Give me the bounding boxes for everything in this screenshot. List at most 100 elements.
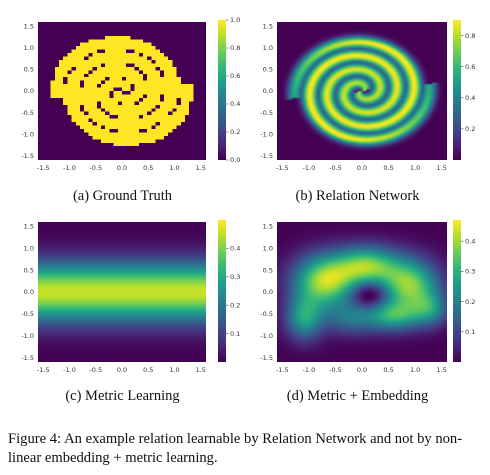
panel-d-xtick: -0.5 bbox=[329, 366, 342, 374]
panel-a-colorbar-tick: 0.8 bbox=[230, 44, 240, 52]
panel-a-ytick: -1.0 bbox=[21, 130, 34, 138]
panel-d-colorbar-ticks: 0.4 0.3 0.2 0.1 bbox=[461, 237, 475, 336]
panel-a-xtick: -0.5 bbox=[89, 164, 102, 172]
panel-c-plot: 1.5 1.0 0.5 0.0 -0.5 -1.0 -1.5 -1.5 -1.0 -0.5 0.0… bbox=[21, 220, 240, 374]
panel-c-colorbar-tick: 0.3 bbox=[230, 273, 240, 281]
panel-a-xticks: -1.5 -1.0 -0.5 0.0 0.5 1.0 1.5 bbox=[37, 164, 206, 172]
panel-d-xtick: 0.0 bbox=[357, 366, 367, 374]
panel-b-ytick: -1.5 bbox=[260, 152, 273, 160]
panel-a-colorbar-tick: 0.6 bbox=[230, 72, 240, 80]
panel-c-ytick: -0.5 bbox=[21, 310, 34, 318]
panel-b-xtick: -0.5 bbox=[329, 164, 342, 172]
panel-b-xtick: 1.5 bbox=[437, 164, 447, 172]
panel-c-colorbar-tick: 0.1 bbox=[230, 330, 240, 338]
panel-d-xtick: -1.5 bbox=[276, 366, 289, 374]
panel-d-ytick: -1.5 bbox=[260, 354, 273, 362]
panel-b-ytick: 0.0 bbox=[263, 87, 273, 95]
panel-c-xticks: -1.5 -1.0 -0.5 0.0 0.5 1.0 1.5 bbox=[37, 366, 206, 374]
panel-d: 1.5 1.0 0.5 0.0 -0.5 -1.0 -1.5 -1.5 -1.0 -0.5 0.0… bbox=[245, 208, 490, 408]
panel-d-xtick: 0.5 bbox=[383, 366, 393, 374]
panel-a-heatmap bbox=[38, 22, 206, 160]
panel-a: 1.5 1.0 0.5 0.0 -0.5 -1.0 -1.5 -1.5 -1.0 -0.5 0.0… bbox=[0, 0, 245, 215]
panel-d-ytick: 0.5 bbox=[263, 266, 273, 274]
panel-b-xtick: -1.0 bbox=[303, 164, 316, 172]
panel-b-xtick: 1.0 bbox=[410, 164, 420, 172]
panel-b-colorbar-tick: 0.4 bbox=[465, 94, 475, 102]
panel-c-xtick: 1.0 bbox=[169, 366, 179, 374]
panel-b-xtick: 0.5 bbox=[383, 164, 393, 172]
panel-a-yticks: 1.5 1.0 0.5 0.0 -0.5 -1.0 -1.5 bbox=[21, 23, 34, 160]
panel-a-colorbar bbox=[218, 20, 226, 160]
panel-c-colorbar-tick: 0.2 bbox=[230, 301, 240, 309]
panel-b-ytick: 1.0 bbox=[263, 44, 273, 52]
panel-d-colorbar-tick: 0.4 bbox=[465, 237, 475, 245]
panel-b-ytick: -1.0 bbox=[260, 130, 273, 138]
panel-c-ytick: 1.5 bbox=[24, 223, 34, 231]
panel-d-ytick: -0.5 bbox=[260, 310, 273, 318]
panel-b-ytick: -0.5 bbox=[260, 109, 273, 117]
panel-a-ytick: 1.0 bbox=[24, 44, 34, 52]
panel-a-xtick: -1.5 bbox=[37, 164, 50, 172]
panel-a-xtick: 1.0 bbox=[169, 164, 179, 172]
panel-b-xtick: -1.5 bbox=[276, 164, 289, 172]
panel-a-ytick: 0.0 bbox=[24, 87, 34, 95]
panel-d-xtick: 1.5 bbox=[437, 366, 447, 374]
panel-d-colorbar-tick: 0.3 bbox=[465, 268, 475, 276]
panel-d-ytick: 0.0 bbox=[263, 288, 273, 296]
panel-a-xtick: 0.5 bbox=[143, 164, 153, 172]
subcaption-d: (d) Metric + Embedding bbox=[286, 388, 429, 404]
panel-d-plot: 1.5 1.0 0.5 0.0 -0.5 -1.0 -1.5 -1.5 -1.0 -0.5 0.0… bbox=[260, 220, 475, 374]
panel-c-colorbar bbox=[218, 220, 226, 362]
panel-b-xtick: 0.0 bbox=[357, 164, 367, 172]
panel-b-colorbar-tick: 0.8 bbox=[465, 32, 475, 40]
panel-a-colorbar-tick: 0.2 bbox=[230, 128, 240, 136]
figure-caption-text: An example relation learnable by Relatio… bbox=[8, 431, 463, 466]
panel-d-xtick: -1.0 bbox=[303, 366, 316, 374]
panel-d-colorbar bbox=[453, 220, 461, 362]
panel-c-colorbar-tick: 0.4 bbox=[230, 245, 240, 253]
panel-a-ytick: 0.5 bbox=[24, 66, 34, 74]
panel-b-yticks: 1.5 1.0 0.5 0.0 -0.5 -1.0 -1.5 bbox=[260, 23, 273, 160]
panel-a-colorbar-tick: 0.4 bbox=[230, 100, 240, 108]
panel-d-yticks: 1.5 1.0 0.5 0.0 -0.5 -1.0 -1.5 bbox=[260, 223, 273, 362]
panel-c-xtick: -1.0 bbox=[63, 366, 76, 374]
panel-c-heatmap bbox=[38, 222, 206, 362]
panel-b-heatmap bbox=[277, 22, 447, 160]
panel-a-ytick: -0.5 bbox=[21, 109, 34, 117]
panel-a-xtick: -1.0 bbox=[63, 164, 76, 172]
panel-a-xtick: 0.0 bbox=[117, 164, 127, 172]
panel-d-ytick: -1.0 bbox=[260, 332, 273, 340]
panel-c-xtick: -0.5 bbox=[89, 366, 102, 374]
panel-a-xtick: 1.5 bbox=[196, 164, 206, 172]
panel-a-ytick: 1.5 bbox=[24, 23, 34, 31]
panel-a-ytick: -1.5 bbox=[21, 152, 34, 160]
panel-d-xtick: 1.0 bbox=[410, 366, 420, 374]
panel-d-colorbar-tick: 0.2 bbox=[465, 298, 475, 306]
panel-c-ytick: 1.0 bbox=[24, 244, 34, 252]
panel-b-plot: 1.5 1.0 0.5 0.0 -0.5 -1.0 -1.5 -1.5 -1.0 -0.5 0.0… bbox=[260, 20, 475, 172]
panel-a-colorbar-tick: 1.0 bbox=[230, 16, 240, 24]
panel-c-ytick: -1.5 bbox=[21, 354, 34, 362]
panel-b-ytick: 0.5 bbox=[263, 66, 273, 74]
panel-c-ytick: 0.0 bbox=[24, 288, 34, 296]
subcaption-b: (b) Relation Network bbox=[295, 188, 420, 204]
panel-b-colorbar bbox=[453, 20, 461, 160]
panel-d-heatmap bbox=[277, 222, 447, 362]
panel-b-xticks: -1.5 -1.0 -0.5 0.0 0.5 1.0 1.5 bbox=[276, 164, 447, 172]
panel-a-plot: 1.5 1.0 0.5 0.0 -0.5 -1.0 -1.5 -1.5 -1.0 -0.5 0.0… bbox=[21, 16, 240, 172]
panel-b-ytick: 1.5 bbox=[263, 23, 273, 31]
panel-c-yticks: 1.5 1.0 0.5 0.0 -0.5 -1.0 -1.5 bbox=[21, 223, 34, 362]
panel-d-ytick: 1.0 bbox=[263, 244, 273, 252]
panel-a-colorbar-ticks: 1.0 0.8 0.6 0.4 0.2 0.0 bbox=[226, 16, 240, 164]
panel-c-xtick: -1.5 bbox=[37, 366, 50, 374]
panel-b-colorbar-tick: 0.2 bbox=[465, 125, 475, 133]
panel-c-xtick: 0.5 bbox=[143, 366, 153, 374]
panel-a-colorbar-tick: 0.0 bbox=[230, 156, 240, 164]
subcaption-a: (a) Ground Truth bbox=[72, 188, 173, 204]
panel-c-xtick: 0.0 bbox=[117, 366, 127, 374]
panel-b-colorbar-ticks: 0.8 0.6 0.4 0.2 bbox=[461, 32, 475, 133]
panel-b: 1.5 1.0 0.5 0.0 -0.5 -1.0 -1.5 -1.5 -1.0 -0.5 0.0… bbox=[245, 0, 490, 215]
panel-c-ytick: 0.5 bbox=[24, 266, 34, 274]
panel-c-xtick: 1.5 bbox=[196, 366, 206, 374]
panel-c-ytick: -1.0 bbox=[21, 332, 34, 340]
